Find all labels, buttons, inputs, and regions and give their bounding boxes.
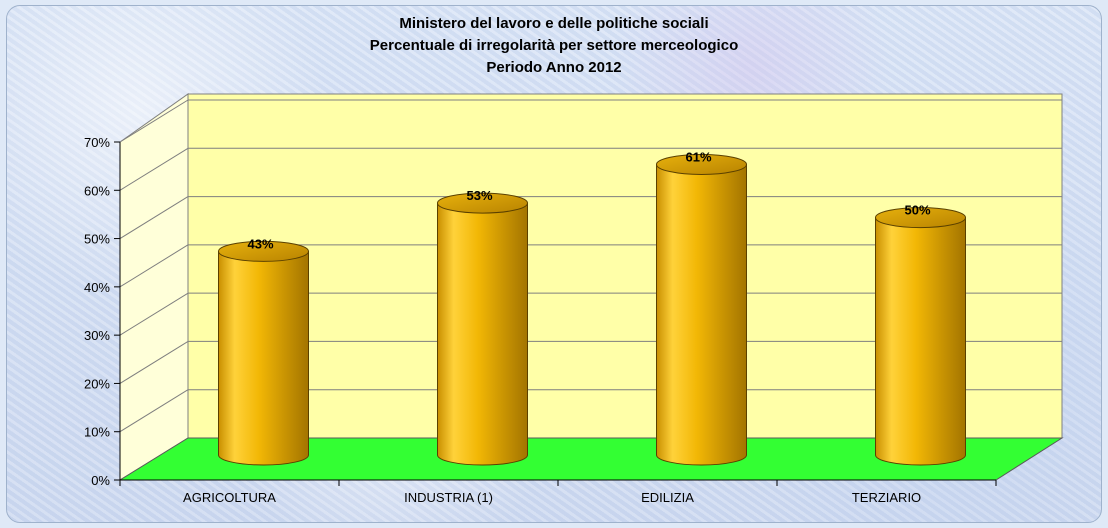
gridline-side — [119, 196, 189, 239]
bar: 50% — [875, 203, 966, 466]
bar-body — [656, 163, 747, 466]
bar: 53% — [437, 188, 528, 466]
y-tick-label: 30% — [84, 328, 110, 343]
gridline-side — [119, 147, 189, 191]
bar: 43% — [218, 236, 309, 466]
y-tick-label: 10% — [84, 425, 110, 440]
x-tick-label: TERZIARIO — [852, 490, 921, 505]
y-tick-label: 60% — [84, 183, 110, 198]
gridline-side — [119, 244, 189, 288]
y-tick-label: 20% — [84, 376, 110, 391]
bar-body — [875, 217, 966, 466]
data-label: 43% — [247, 236, 273, 251]
chart-title-line-3: Periodo Anno 2012 — [486, 59, 621, 76]
bar-body — [437, 202, 528, 466]
gridline-side — [119, 341, 189, 384]
chart-title: Ministero del lavoro e delle politiche s… — [370, 15, 738, 76]
gridline-side — [119, 99, 189, 143]
x-tick-label: AGRICOLTURA — [183, 490, 276, 505]
side-wall — [119, 93, 189, 481]
chart-title-line-2: Percentuale di irregolarità per settore … — [370, 37, 738, 54]
x-tick-label: INDUSTRIA (1) — [404, 490, 493, 505]
bar-top — [218, 240, 309, 262]
bar: 61% — [656, 149, 747, 466]
gridline-side — [119, 389, 189, 433]
y-tick-label: 70% — [84, 135, 110, 150]
x-axis: AGRICOLTURA INDUSTRIA (1) EDILIZIA TERZIARI… — [119, 479, 997, 505]
chart-title-line-1: Ministero del lavoro e delle politiche s… — [399, 15, 708, 32]
data-label: 50% — [904, 203, 930, 218]
bar-body — [218, 250, 309, 466]
bar-top — [875, 207, 966, 229]
bar-top — [656, 153, 747, 175]
x-tick-label: EDILIZIA — [641, 490, 694, 505]
y-axis: 0% 10% 20% 30% 40% 50% 60% 70% — [84, 135, 121, 488]
bar-top — [437, 192, 528, 214]
y-tick-label: 0% — [91, 473, 110, 488]
data-label: 53% — [466, 188, 492, 203]
bars: 43% 53% 61% 50% — [218, 149, 966, 466]
y-tick-label: 40% — [84, 280, 110, 295]
y-tick-label: 50% — [84, 232, 110, 247]
gridline-side — [119, 292, 189, 336]
plot-walls — [118, 93, 1064, 481]
data-label: 61% — [685, 149, 711, 164]
